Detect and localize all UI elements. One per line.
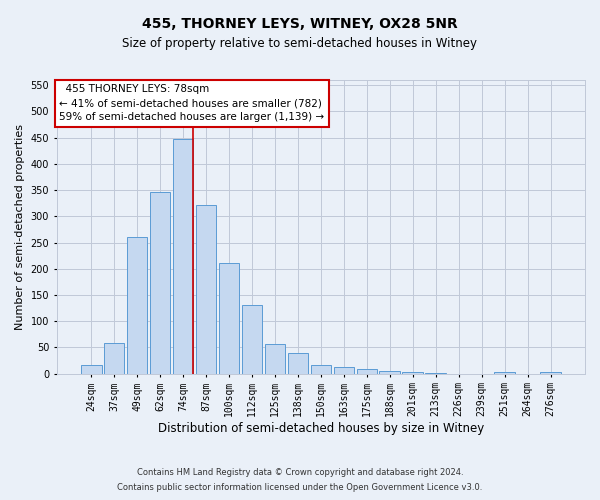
Bar bbox=[196, 205, 217, 374]
Bar bbox=[81, 364, 101, 374]
Bar bbox=[494, 372, 515, 374]
Bar bbox=[541, 372, 561, 374]
Bar bbox=[150, 192, 170, 374]
Bar bbox=[287, 352, 308, 374]
Bar bbox=[173, 138, 193, 374]
Bar bbox=[265, 344, 285, 374]
X-axis label: Distribution of semi-detached houses by size in Witney: Distribution of semi-detached houses by … bbox=[158, 422, 484, 435]
Bar bbox=[403, 372, 423, 374]
Bar bbox=[242, 306, 262, 374]
Bar bbox=[218, 264, 239, 374]
Text: Contains public sector information licensed under the Open Government Licence v3: Contains public sector information licen… bbox=[118, 483, 482, 492]
Text: Contains HM Land Registry data © Crown copyright and database right 2024.: Contains HM Land Registry data © Crown c… bbox=[137, 468, 463, 477]
Text: 455, THORNEY LEYS, WITNEY, OX28 5NR: 455, THORNEY LEYS, WITNEY, OX28 5NR bbox=[142, 18, 458, 32]
Bar bbox=[356, 370, 377, 374]
Text: Size of property relative to semi-detached houses in Witney: Size of property relative to semi-detach… bbox=[122, 38, 478, 51]
Bar bbox=[379, 371, 400, 374]
Bar bbox=[334, 368, 354, 374]
Bar bbox=[425, 373, 446, 374]
Y-axis label: Number of semi-detached properties: Number of semi-detached properties bbox=[15, 124, 25, 330]
Bar bbox=[104, 343, 124, 374]
Bar bbox=[127, 238, 148, 374]
Bar bbox=[311, 364, 331, 374]
Text: 455 THORNEY LEYS: 78sqm  
← 41% of semi-detached houses are smaller (782)
59% of: 455 THORNEY LEYS: 78sqm ← 41% of semi-de… bbox=[59, 84, 325, 122]
